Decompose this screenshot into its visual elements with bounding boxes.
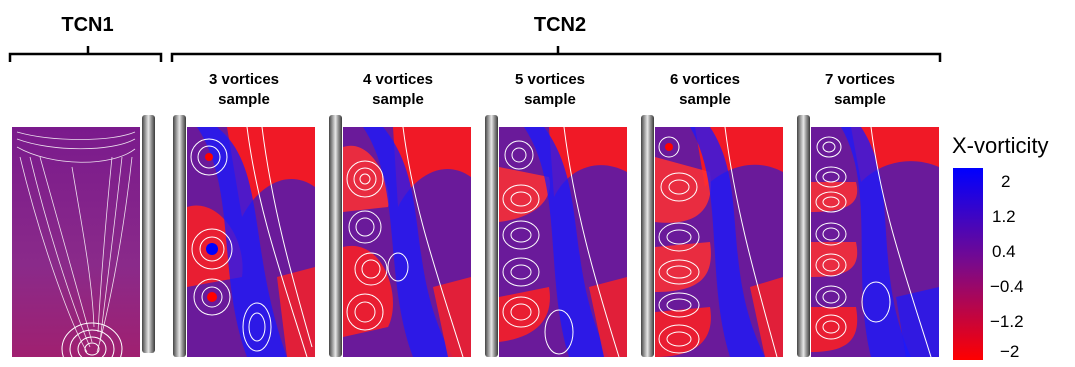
- panel-6-left-wall: [641, 115, 654, 357]
- panel-5-left-wall: [485, 115, 498, 357]
- group-label-tcn1: TCN1: [61, 14, 114, 36]
- panel-4-left-wall: [329, 115, 342, 357]
- panel-title-line1: 7 vortices: [824, 71, 896, 88]
- group-label-tcn2: TCN2: [533, 14, 587, 36]
- panel-title-line2: sample: [372, 91, 424, 108]
- tcn2-bracket: [170, 46, 942, 62]
- panel-title-5-vortices: 5 vortices sample: [490, 70, 610, 110]
- panel-title-7-vortices: 7 vortices sample: [800, 70, 920, 110]
- panel-title-line1: 3 vortices: [208, 71, 280, 88]
- colorbar-tick: 2: [1001, 172, 1011, 191]
- tcn1-right-wall: [142, 115, 155, 353]
- panel-4-vortices-field: [343, 127, 471, 357]
- panel-5-streamlines: [499, 127, 627, 357]
- tcn1-bracket: [8, 46, 163, 62]
- tcn1-streamlines: [12, 127, 140, 357]
- panel-7-left-wall: [797, 115, 810, 357]
- colorbar-tick: −2: [1000, 342, 1020, 361]
- panel-title-line2: sample: [524, 91, 576, 108]
- colorbar-tick: 1.2: [992, 207, 1016, 226]
- panel-title-line1: 4 vortices: [362, 71, 434, 88]
- panel-title-6-vortices: 6 vortices sample: [645, 70, 765, 110]
- panel-4-streamlines: [343, 127, 471, 357]
- panel-7-vortices-field: [811, 127, 939, 357]
- colorbar-title: X-vorticity: [952, 133, 1049, 158]
- tcn1-flow-panel: [12, 127, 140, 357]
- panel-3-vortices-field: [187, 127, 315, 357]
- panel-7-streamlines: [811, 127, 939, 357]
- panel-title-line2: sample: [834, 91, 886, 108]
- panel-title-3-vortices: 3 vortices sample: [184, 70, 304, 110]
- panel-title-line2: sample: [679, 91, 731, 108]
- panel-6-vortices-field: [655, 127, 783, 357]
- colorbar-gradient: [953, 168, 983, 360]
- panel-3-left-wall: [173, 115, 186, 357]
- panel-3-streamlines: [187, 127, 315, 357]
- panel-5-vortices-field: [499, 127, 627, 357]
- panel-title-4-vortices: 4 vortices sample: [338, 70, 458, 110]
- panel-title-line1: 5 vortices: [514, 71, 586, 88]
- colorbar-tick: 0.4: [992, 242, 1016, 261]
- panel-title-line2: sample: [218, 91, 270, 108]
- panel-title-line1: 6 vortices: [669, 71, 741, 88]
- colorbar-tick: −0.4: [990, 277, 1024, 296]
- panel-6-streamlines: [655, 127, 783, 357]
- colorbar-tick: −1.2: [990, 312, 1024, 331]
